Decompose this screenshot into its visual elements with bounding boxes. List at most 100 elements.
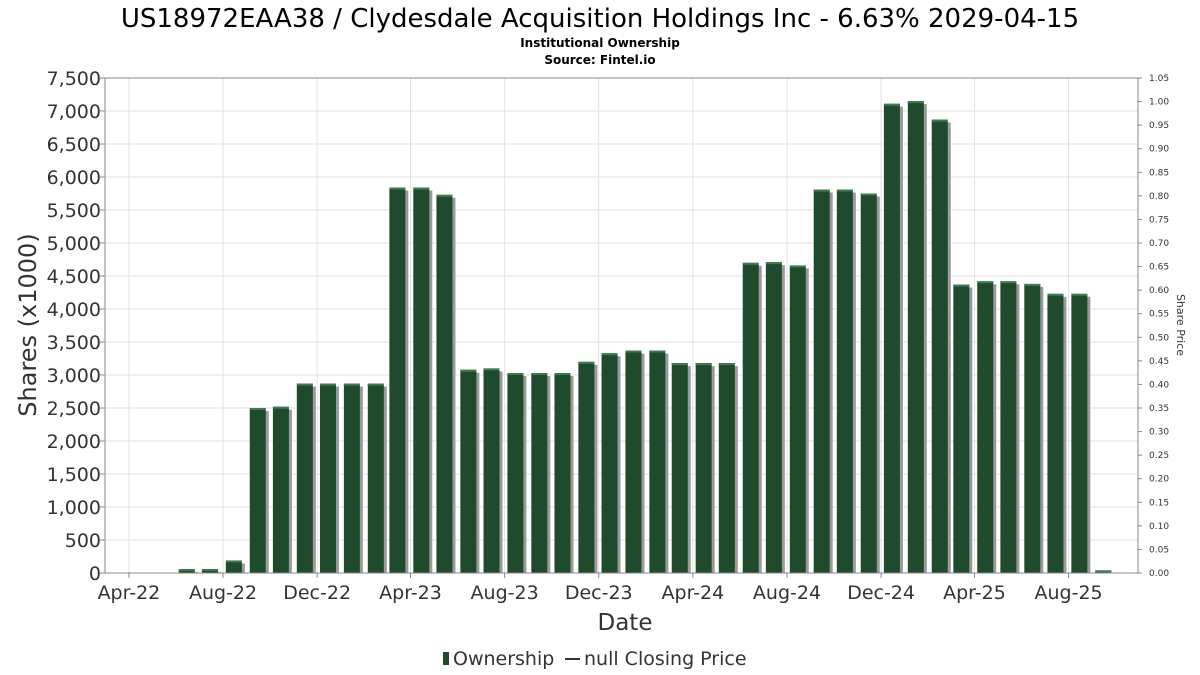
bar-highlight	[671, 363, 688, 366]
ownership-bar	[765, 262, 782, 573]
ownership-bar	[249, 408, 266, 573]
y-tick-label: 6,500	[47, 134, 101, 156]
ownership-bar	[578, 361, 595, 573]
bar-highlight	[742, 262, 759, 265]
bar-highlight	[836, 189, 853, 192]
plot-frame	[104, 77, 1139, 574]
ownership-bar	[460, 369, 477, 573]
x-tick-label: Aug-25	[1034, 582, 1102, 604]
bar-highlight	[789, 265, 806, 268]
y-tick-label: 3,500	[47, 332, 101, 354]
x-tick-label: Aug-22	[189, 582, 257, 604]
y-tick-label: 2,500	[47, 398, 101, 420]
ownership-bar	[860, 193, 877, 573]
ownership-bar	[695, 363, 712, 573]
x-tick-label: Apr-22	[98, 582, 161, 604]
ownership-bar	[413, 187, 430, 573]
y-axis: 0 500 1,000 1,500 2,000 2,500 3,000 3,500 4,000 4…	[47, 68, 105, 585]
y-tick-label: 2,000	[47, 431, 101, 453]
y2-tick-label: 0.60	[1149, 286, 1169, 296]
y2-tick-label: 0.95	[1149, 121, 1169, 131]
bar-highlight	[249, 408, 266, 410]
y2-tick-label: 0.00	[1149, 569, 1169, 579]
bar-highlight	[718, 363, 735, 366]
ownership-bar	[343, 383, 360, 573]
y-tick-label: 7,500	[47, 68, 101, 90]
y2-tick-label: 0.55	[1149, 310, 1169, 320]
bar-highlight	[625, 350, 642, 353]
bar-highlight	[201, 569, 218, 572]
bar-highlight	[695, 363, 712, 366]
bar-highlight	[601, 353, 618, 356]
ownership-bar	[272, 406, 289, 573]
x-axis: Apr-22 Aug-22 Dec-22 Apr-23 Aug-23 Dec-23 Apr-…	[98, 573, 1103, 604]
y-tick-label: 4,000	[47, 299, 101, 321]
ownership-bar	[813, 189, 830, 574]
legend-ownership-label: Ownership	[453, 648, 554, 670]
ownership-bar	[625, 350, 642, 573]
y2-tick-label: 0.50	[1149, 333, 1169, 343]
y-tick-label: 4,500	[47, 266, 101, 288]
y2-tick-label: 1.00	[1149, 98, 1169, 108]
ownership-bar	[907, 101, 924, 573]
y2-tick-label: 0.30	[1149, 428, 1169, 438]
legend: Ownership null Closing Price	[443, 648, 747, 670]
bar-highlight	[225, 560, 242, 563]
y-tick-label: 5,500	[47, 200, 101, 222]
bar-highlight	[343, 383, 360, 386]
y-tick-label: 500	[65, 530, 101, 552]
bar-highlight	[272, 406, 289, 409]
bar-highlight	[649, 350, 666, 353]
y2-tick-label: 0.15	[1149, 498, 1169, 508]
ownership-bar	[671, 363, 688, 573]
bar-highlight	[765, 262, 782, 265]
bar-highlight	[977, 281, 994, 284]
ownership-bar	[1047, 293, 1064, 573]
y2-tick-label: 0.10	[1149, 522, 1169, 532]
ownership-bar	[789, 265, 806, 573]
y-axis-label: Shares (x1000)	[14, 233, 42, 416]
ownership-bar	[953, 284, 970, 573]
y-tick-label: 6,000	[47, 167, 101, 189]
chart-subtitle: Institutional Ownership	[520, 36, 680, 50]
y2-tick-label: 0.80	[1149, 192, 1169, 202]
bar-highlight	[883, 103, 900, 106]
y2-tick-label: 0.70	[1149, 239, 1169, 249]
ownership-bar	[389, 187, 406, 573]
y-tick-label: 7,000	[47, 101, 101, 123]
x-tick-label: Dec-24	[847, 582, 915, 604]
bar-highlight	[1047, 293, 1064, 296]
bar-highlight	[436, 194, 453, 197]
bar-highlight	[389, 187, 406, 190]
y2-tick-label: 0.35	[1149, 404, 1169, 414]
x-tick-label: Aug-23	[471, 582, 539, 604]
x-tick-label: Apr-25	[943, 582, 1006, 604]
ownership-bar	[601, 353, 618, 573]
ownership-bar	[718, 363, 735, 573]
x-axis-label: Date	[598, 610, 653, 636]
y2-tick-label: 0.20	[1149, 475, 1169, 485]
bar-highlight	[460, 369, 477, 372]
y-tick-label: 3,000	[47, 365, 101, 387]
ownership-bar	[531, 373, 548, 573]
chart-title: US18972EAA38 / Clydesdale Acquisition Ho…	[121, 4, 1079, 34]
ownership-bar	[1000, 281, 1017, 573]
bar-highlight	[1000, 281, 1017, 284]
bar-highlight	[178, 569, 195, 572]
bar-highlight	[367, 383, 384, 386]
bar-highlight	[1024, 283, 1041, 286]
bar-highlight	[1071, 293, 1088, 296]
ownership-bar	[507, 373, 524, 573]
bar-highlight	[483, 368, 500, 371]
x-tick-label: Dec-23	[565, 582, 633, 604]
bar-highlight	[554, 373, 571, 376]
ownership-bar	[977, 281, 994, 573]
y-tick-label: 0	[89, 563, 101, 585]
ownership-bar	[225, 560, 242, 573]
x-tick-label: Apr-24	[662, 582, 725, 604]
ownership-bar	[931, 119, 948, 573]
y2-tick-label: 0.90	[1149, 145, 1169, 155]
bar-highlight	[931, 119, 948, 122]
x-tick-label: Apr-23	[379, 582, 442, 604]
